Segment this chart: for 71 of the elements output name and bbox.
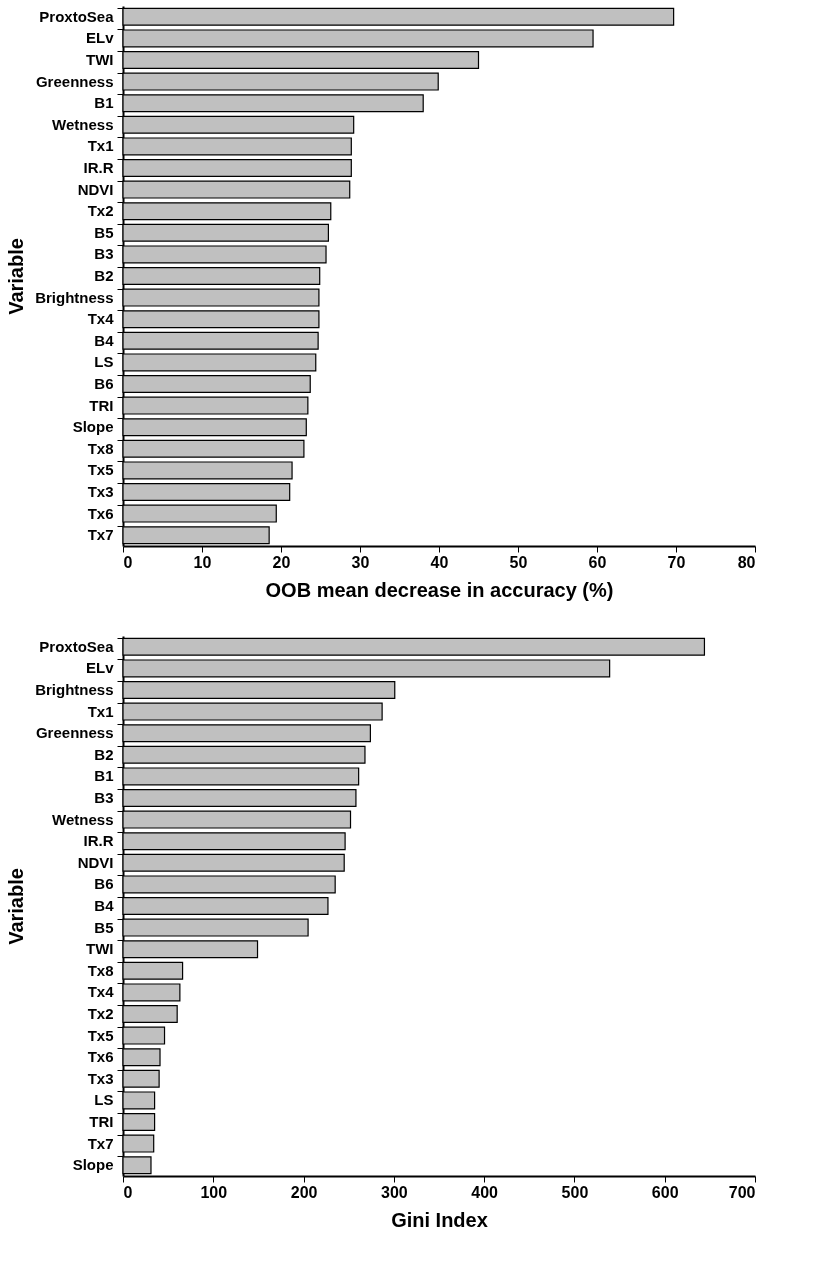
y-tick-label: Tx6 (87, 1048, 114, 1066)
y-tick-label: B6 (94, 375, 114, 392)
y-tick-label: Tx4 (87, 983, 115, 1001)
x-tick-label: 300 (381, 1183, 408, 1201)
x-tick-label: 40 (430, 553, 449, 571)
y-tick-label: TWI (86, 940, 114, 958)
y-tick-label: ProxtoSea (39, 637, 115, 655)
y-tick-label: Tx7 (87, 1134, 114, 1152)
y-tick-label: LS (94, 1091, 114, 1109)
y-tick-label: NDVI (77, 853, 114, 871)
y-tick-label: LS (94, 353, 114, 371)
y-tick-label: B5 (94, 918, 114, 936)
x-tick-label: 50 (509, 553, 528, 571)
y-tick-label: Tx8 (87, 439, 114, 457)
y-tick-label: ELv (85, 659, 115, 677)
y-tick-label: B6 (94, 875, 114, 893)
y-tick-label: TRI (89, 1113, 114, 1130)
x-tick-label: 60 (588, 553, 607, 571)
y-tick-label: IR.R (83, 159, 114, 176)
y-tick-label: Slope (72, 1156, 114, 1174)
y-tick-label: Tx6 (87, 504, 114, 522)
y-tick-label: Tx1 (87, 137, 114, 155)
y-tick-label: TRI (89, 396, 114, 414)
y-tick-label: Tx3 (87, 483, 114, 500)
y-tick-label: ProxtoSea (39, 7, 115, 25)
x-tick-label: 20 (272, 553, 291, 571)
x-tick-label: 80 (737, 553, 756, 571)
y-tick-label: Greenness (35, 724, 114, 742)
y-tick-label: Greenness (35, 72, 114, 90)
y-tick-label: B3 (94, 245, 114, 263)
x-tick-label: 0 (123, 553, 133, 571)
y-axis-title: Variable (5, 238, 28, 315)
y-tick-label: B5 (94, 223, 114, 241)
y-tick-label: B2 (94, 745, 114, 763)
y-tick-label: Tx4 (87, 310, 115, 328)
x-tick-label: 700 (728, 1183, 756, 1201)
x-tick-label: 10 (193, 553, 212, 571)
y-tick-label: Tx7 (87, 526, 114, 544)
y-tick-label: B1 (94, 767, 114, 785)
x-tick-label: 0 (123, 1183, 133, 1201)
y-tick-label: ELv (85, 29, 115, 47)
x-axis-title: OOB mean decrease in accuracy (%) (265, 578, 614, 601)
x-tick-label: 30 (351, 553, 370, 571)
y-tick-label: B3 (94, 789, 114, 806)
y-tick-label: NDVI (77, 180, 114, 198)
x-tick-label: 500 (561, 1183, 589, 1201)
x-axis-title: Gini Index (391, 1208, 488, 1231)
y-tick-label: B1 (94, 94, 114, 112)
y-tick-label: Tx1 (87, 702, 114, 720)
y-tick-label: Wetness (52, 810, 114, 828)
y-tick-label: Brightness (35, 681, 114, 698)
y-tick-label: Slope (72, 418, 114, 436)
x-tick-label: 100 (200, 1183, 228, 1201)
x-tick-label: 200 (290, 1183, 318, 1201)
y-tick-label: TWI (86, 51, 114, 68)
x-tick-label: 70 (667, 553, 686, 571)
y-tick-label: B4 (94, 331, 115, 349)
y-tick-label: B4 (94, 897, 115, 914)
y-tick-label: B2 (94, 267, 114, 284)
y-tick-label: Tx2 (87, 202, 114, 220)
x-tick-label: 600 (651, 1183, 679, 1201)
y-tick-label: IR.R (83, 832, 114, 850)
y-tick-label: Wetness (52, 115, 114, 133)
y-tick-label: Tx3 (87, 1069, 114, 1087)
y-axis-title: Variable (5, 868, 28, 945)
y-tick-label: Tx5 (87, 461, 114, 479)
y-tick-label: Tx5 (87, 1026, 114, 1044)
y-tick-label: Tx2 (87, 1005, 114, 1022)
y-tick-label: Tx8 (87, 961, 114, 979)
x-tick-label: 400 (471, 1183, 499, 1201)
y-tick-label: Brightness (35, 288, 114, 306)
